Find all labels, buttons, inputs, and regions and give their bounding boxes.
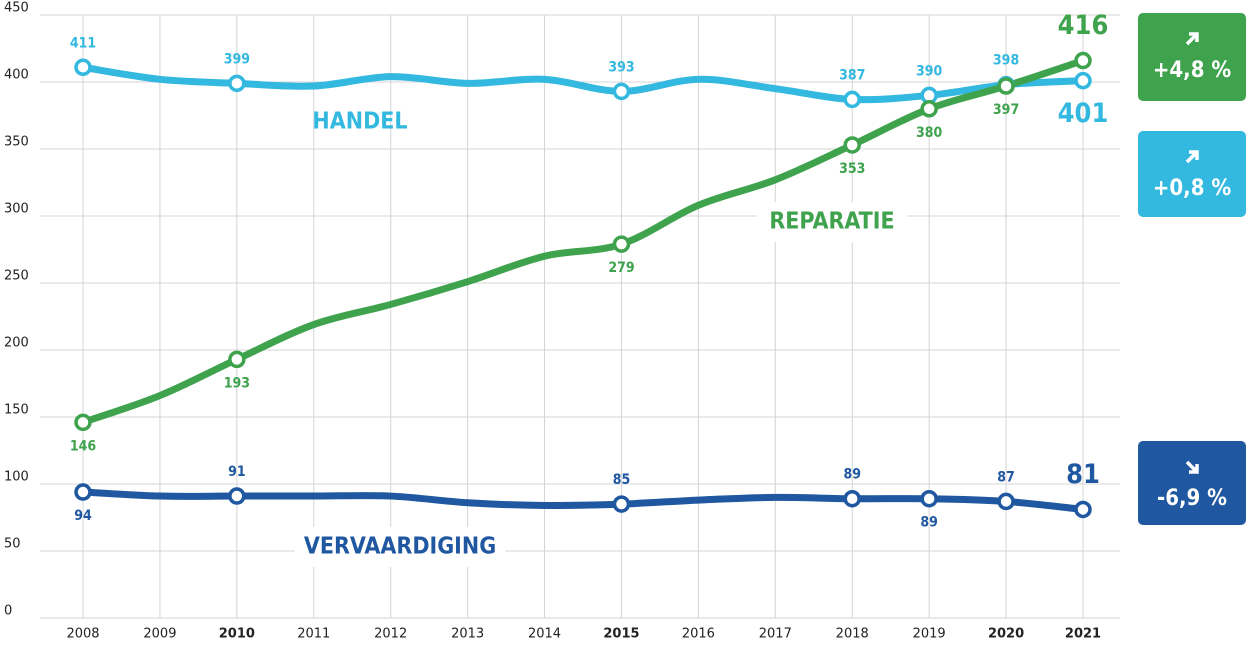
point-marker — [1074, 71, 1092, 90]
x-tick-label: 2013 — [451, 627, 484, 642]
y-tick-label: 300 — [4, 202, 29, 217]
point-marker — [843, 489, 861, 508]
x-tick-label: 2010 — [219, 627, 255, 642]
x-tick-label: 2014 — [528, 627, 561, 642]
point-marker — [74, 413, 92, 432]
data-label: 353 — [839, 161, 865, 177]
change-value: +4,8 % — [1153, 58, 1232, 83]
point-marker — [74, 58, 92, 77]
point-marker — [228, 350, 246, 369]
point-marker — [612, 235, 631, 253]
change-arrow — [1185, 460, 1199, 474]
x-tick-label: 2012 — [374, 627, 407, 642]
y-tick-label: 100 — [4, 470, 29, 485]
data-label: 411 — [70, 35, 96, 51]
data-label: 397 — [993, 102, 1019, 118]
y-tick-label: 350 — [4, 135, 29, 150]
data-label: 89 — [843, 467, 861, 483]
series-label: VERVAARDIGING — [304, 534, 496, 560]
series-label: HANDEL — [312, 109, 407, 135]
data-label: 279 — [608, 260, 634, 276]
data-label: 399 — [224, 51, 250, 67]
change-arrow — [1185, 150, 1199, 164]
data-label: 94 — [74, 508, 92, 524]
series-label-bg — [757, 202, 907, 242]
data-label: 91 — [228, 464, 246, 480]
point-marker — [74, 483, 92, 501]
x-tick-label: 2021 — [1065, 627, 1101, 642]
point-marker — [228, 74, 246, 93]
data-label: 81 — [1066, 459, 1100, 490]
point-marker — [612, 495, 631, 513]
y-tick-label: 250 — [4, 269, 29, 284]
data-label: 387 — [839, 67, 865, 83]
point-marker — [1074, 51, 1092, 70]
data-label: 89 — [920, 515, 938, 531]
point-marker — [997, 492, 1015, 511]
data-label: 393 — [608, 59, 634, 75]
data-label: 416 — [1058, 10, 1109, 41]
y-tick-label: 400 — [4, 68, 29, 83]
data-label: 87 — [997, 469, 1015, 485]
data-label: 380 — [916, 125, 943, 141]
point-marker — [920, 100, 938, 118]
data-label: 398 — [993, 53, 1019, 69]
y-tick-label: 200 — [4, 336, 29, 351]
change-value: +0,8 % — [1153, 176, 1232, 201]
data-label: 85 — [613, 472, 631, 488]
y-tick-label: 0 — [4, 604, 12, 619]
data-label: 193 — [224, 375, 250, 391]
y-tick-label: 150 — [4, 403, 29, 418]
point-marker — [1074, 500, 1092, 519]
point-marker — [228, 487, 246, 505]
x-tick-label: 2018 — [836, 627, 869, 642]
x-tick-label: 2019 — [913, 627, 946, 642]
x-tick-label: 2020 — [988, 627, 1024, 642]
x-tick-label: 2015 — [603, 627, 639, 642]
y-tick-label: 50 — [4, 537, 21, 552]
data-label: 146 — [70, 438, 97, 454]
change-arrow — [1185, 32, 1199, 46]
x-tick-label: 2016 — [682, 627, 715, 642]
series-label-bg — [295, 527, 505, 567]
x-tick-label: 2017 — [759, 627, 792, 642]
data-label: 401 — [1058, 98, 1109, 129]
series-label: REPARATIE — [769, 209, 894, 235]
point-marker — [843, 90, 861, 109]
point-marker — [612, 82, 631, 101]
change-value: -6,9 % — [1157, 486, 1227, 511]
change-badge — [1138, 441, 1246, 525]
point-marker — [843, 136, 861, 154]
x-tick-label: 2011 — [297, 627, 330, 642]
change-badge — [1138, 13, 1246, 101]
point-marker — [997, 77, 1015, 95]
x-tick-label: 2009 — [143, 627, 176, 642]
point-marker — [920, 489, 938, 508]
y-tick-label: 450 — [4, 1, 29, 16]
data-label: 390 — [916, 63, 943, 79]
x-tick-label: 2008 — [66, 627, 99, 642]
change-badge — [1138, 131, 1246, 217]
